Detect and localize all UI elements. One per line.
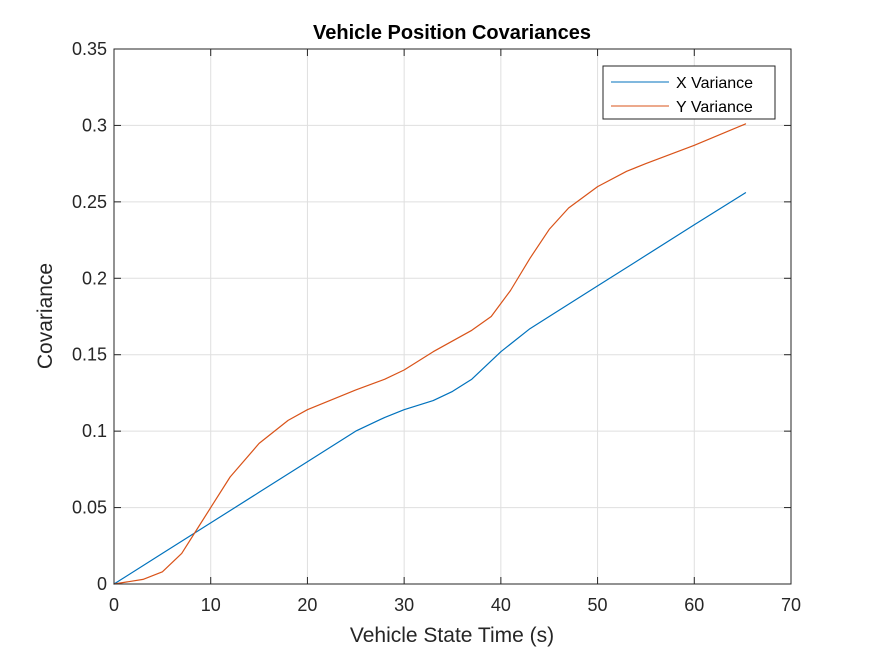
grid-lines	[114, 49, 791, 584]
y-axis-label: Covariance	[34, 263, 57, 369]
legend-label-x-variance: X Variance	[676, 75, 753, 92]
x-tick-label: 70	[781, 595, 801, 615]
x-tick-label: 50	[588, 595, 608, 615]
x-tick-label: 30	[394, 595, 414, 615]
x-tick-label: 40	[491, 595, 511, 615]
plot-frame	[113, 48, 792, 585]
legend-label-y-variance: Y Variance	[676, 99, 753, 116]
chart-title: Vehicle Position Covariances	[313, 22, 591, 44]
legend: X Variance Y Variance	[602, 65, 776, 120]
y-tick-label: 0.3	[82, 115, 107, 135]
x-tick-label: 20	[297, 595, 317, 615]
y-tick-label: 0	[97, 574, 107, 594]
y-tick-label: 0.15	[72, 345, 107, 365]
y-tick-labels: 0 0.05 0.1 0.15 0.2 0.25 0.3 0.35	[72, 39, 107, 594]
series-layer	[113, 123, 747, 585]
y-tick-label: 0.25	[72, 192, 107, 212]
series-line-x-variance	[113, 192, 747, 585]
x-tick-labels: 0 10 20 30 40 50 60 70	[109, 595, 801, 615]
x-tick-label: 10	[201, 595, 221, 615]
y-tick-label: 0.35	[72, 39, 107, 59]
y-tick-label: 0.1	[82, 421, 107, 441]
legend-box	[602, 65, 776, 120]
x-tick-label: 0	[109, 595, 119, 615]
x-axis-label: Vehicle State Time (s)	[350, 624, 554, 647]
y-tick-label: 0.2	[82, 268, 107, 288]
plot-area	[114, 49, 791, 584]
x-tick-label: 60	[684, 595, 704, 615]
series-line-y-variance	[113, 123, 747, 585]
tick-marks	[113, 48, 792, 585]
y-tick-label: 0.05	[72, 498, 107, 518]
